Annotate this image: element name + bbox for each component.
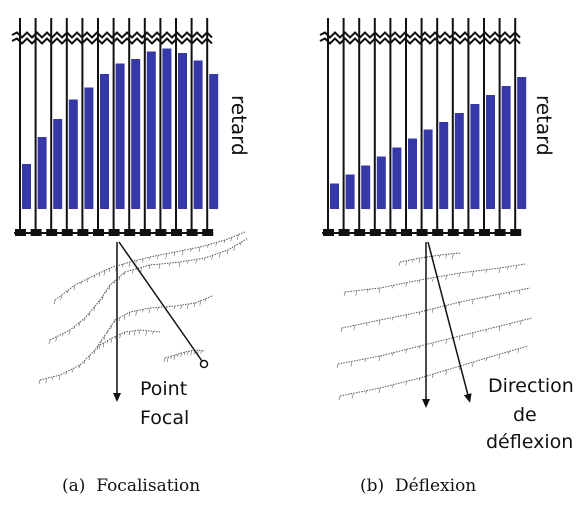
delay-bar-a (53, 119, 63, 209)
de-label: de (513, 404, 537, 426)
delay-label-b: retard (532, 95, 556, 156)
panel-focalisation: retard Point Focal (11, 18, 251, 429)
break-mark-a (11, 31, 213, 39)
break-mark-b (319, 37, 521, 45)
delay-bar-a (100, 74, 109, 209)
deflection-direction-arrow (427, 241, 472, 403)
wavefront-curve-a-hairs (53, 234, 239, 305)
delay-bar-a (193, 60, 203, 209)
focal-direction-line (118, 241, 203, 362)
focal-label: Focal (140, 407, 189, 429)
delay-bar-a (178, 53, 187, 209)
wavefront-line-b (399, 252, 461, 263)
wavefront-line-b-hairs (343, 265, 517, 297)
delay-bar-b (454, 113, 464, 209)
wavefront-line-b-hairs (338, 348, 519, 401)
break-mark-a (11, 37, 213, 45)
delay-bar-b (345, 174, 355, 209)
delay-bar-a (162, 48, 172, 209)
wavefronts-a (38, 231, 249, 385)
delay-bar-a (22, 164, 31, 209)
caption-deflexion: (b) Déflexion (360, 476, 477, 496)
wavefront-line-b (339, 345, 529, 397)
wavefront-line-b (337, 317, 533, 365)
delay-bar-a (84, 87, 94, 209)
caption-focalisation: (a) Focalisation (62, 476, 201, 496)
delay-bars-b (319, 18, 527, 236)
wavefront-curve-a-hairs (38, 298, 207, 385)
wavefront-line-b-hairs (336, 320, 522, 369)
panel-deflexion: retard Direction de déflexion (319, 18, 574, 453)
deflexion-label: déflexion (486, 431, 573, 453)
wavefront-curve-a-hairs (98, 329, 154, 350)
focal-point (199, 359, 209, 369)
break-mark-b (319, 31, 521, 39)
wavefronts-b (336, 252, 533, 401)
delay-bar-a (37, 137, 47, 209)
delay-bar-b (376, 156, 386, 209)
wavefront-curve-a (49, 237, 249, 341)
delay-bar-a (68, 99, 78, 209)
delay-bar-b (439, 122, 449, 209)
delay-bar-b (517, 77, 527, 209)
direction-label: Direction (488, 375, 574, 397)
point-label: Point (140, 378, 187, 400)
delay-bar-a (146, 51, 156, 209)
delay-bar-b (470, 104, 480, 209)
delay-bar-a (209, 74, 219, 209)
delay-bar-a (115, 63, 125, 209)
delay-label-a: retard (227, 95, 251, 156)
wavefront-curve-a (54, 231, 246, 301)
delay-bar-b (408, 138, 417, 209)
wavefront-line-b (341, 287, 531, 329)
wavefront-curve-a-hairs (163, 349, 202, 363)
delay-bar-b (330, 183, 339, 209)
delay-bar-b (361, 165, 371, 209)
delay-bar-b (486, 95, 495, 209)
delay-bar-b (423, 129, 433, 209)
delay-bars-a (11, 18, 219, 236)
delay-bar-b (392, 147, 402, 209)
delay-bar-b (501, 86, 511, 209)
wavefront-curve-a-hairs (48, 241, 242, 345)
delay-bar-a (131, 59, 141, 209)
wavefront-line-b-hairs (340, 289, 521, 333)
